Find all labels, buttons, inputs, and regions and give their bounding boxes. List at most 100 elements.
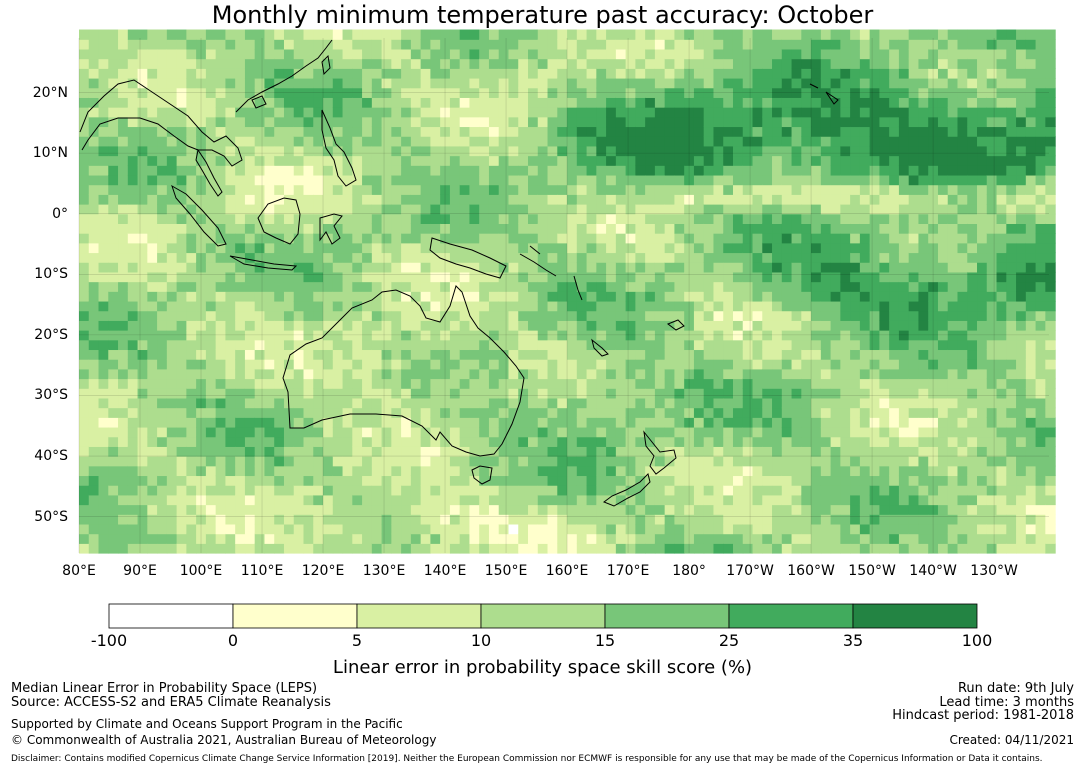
skill-cell xyxy=(840,97,851,108)
skill-cell xyxy=(732,300,744,312)
skill-cell xyxy=(420,368,431,380)
skill-cell xyxy=(664,494,676,506)
skill-cell xyxy=(430,456,441,467)
skill-cell xyxy=(537,155,549,166)
skill-cell xyxy=(586,242,597,254)
skill-cell xyxy=(684,174,695,186)
skill-cell xyxy=(235,368,246,380)
skill-cell xyxy=(859,330,871,341)
skill-cell xyxy=(459,87,471,98)
skill-cell xyxy=(869,29,880,40)
skill-cell xyxy=(781,485,793,496)
skill-cell xyxy=(244,97,256,108)
skill-cell xyxy=(225,174,236,186)
skill-cell xyxy=(654,368,666,380)
skill-cell xyxy=(635,339,646,351)
skill-cell xyxy=(947,126,959,137)
skill-cell xyxy=(723,87,734,98)
skill-cell xyxy=(420,155,431,166)
skill-cell xyxy=(850,543,861,554)
skill-cell xyxy=(186,523,197,535)
skill-cell xyxy=(713,213,724,224)
skill-cell xyxy=(732,436,744,447)
skill-cell xyxy=(108,116,119,128)
skill-cell xyxy=(508,29,519,40)
skill-cell xyxy=(772,126,783,137)
skill-cell xyxy=(762,165,773,176)
skill-cell xyxy=(176,29,187,40)
skill-cell xyxy=(615,465,627,477)
skill-cell xyxy=(967,300,978,312)
skill-cell xyxy=(977,504,988,515)
skill-cell xyxy=(801,417,812,428)
skill-cell xyxy=(313,397,324,409)
skill-cell xyxy=(859,155,871,166)
skill-cell xyxy=(430,165,441,176)
skill-cell xyxy=(430,368,441,380)
skill-cell xyxy=(977,397,988,409)
skill-cell xyxy=(352,397,363,409)
skill-cell xyxy=(762,485,773,496)
skill-cell xyxy=(654,77,666,89)
skill-cell xyxy=(957,223,968,234)
skill-cell xyxy=(440,349,451,360)
skill-cell xyxy=(957,213,968,224)
skill-cell xyxy=(371,417,383,428)
skill-cell xyxy=(693,339,705,351)
skill-cell xyxy=(225,281,236,292)
skill-cell xyxy=(283,29,295,40)
skill-cell xyxy=(508,349,519,360)
skill-cell xyxy=(654,397,666,409)
skill-cell xyxy=(537,475,549,486)
skill-cell xyxy=(488,456,500,467)
skill-cell xyxy=(401,456,412,467)
skill-cell xyxy=(440,97,451,108)
skill-cell xyxy=(762,436,773,447)
skill-cell xyxy=(879,116,890,128)
skill-cell xyxy=(869,77,880,89)
skill-cell xyxy=(635,58,646,69)
skill-cell xyxy=(108,485,119,496)
skill-cell xyxy=(479,233,490,244)
skill-cell xyxy=(371,465,383,477)
skill-cell xyxy=(732,504,744,515)
skill-cell xyxy=(703,368,715,380)
skill-cell xyxy=(176,349,187,360)
skill-cell xyxy=(840,339,851,351)
skill-cell xyxy=(313,271,324,283)
skill-cell xyxy=(225,475,236,486)
skill-cell xyxy=(752,116,763,128)
skill-cell xyxy=(606,155,617,166)
skill-cell xyxy=(918,48,929,60)
skill-cell xyxy=(596,126,607,137)
skill-cell xyxy=(244,397,256,409)
skill-cell xyxy=(576,145,588,157)
skill-cell xyxy=(830,426,841,438)
skill-cell xyxy=(508,48,519,60)
skill-cell xyxy=(186,68,197,79)
skill-cell xyxy=(811,213,822,224)
skill-cell xyxy=(459,494,471,506)
skill-cell xyxy=(752,465,763,477)
skill-cell xyxy=(684,485,695,496)
skill-cell xyxy=(88,39,100,50)
skill-cell xyxy=(928,339,939,351)
skill-cell xyxy=(879,426,890,438)
skill-cell xyxy=(293,300,305,312)
skill-cell xyxy=(254,417,266,428)
skill-cell xyxy=(791,97,802,108)
skill-cell xyxy=(918,504,929,515)
skill-cell xyxy=(635,300,646,312)
skill-cell xyxy=(332,533,344,544)
skill-cell xyxy=(449,97,461,108)
skill-cell xyxy=(430,213,441,224)
skill-cell xyxy=(674,300,685,312)
skill-cell xyxy=(449,136,461,147)
skill-cell xyxy=(410,48,422,60)
skill-cell xyxy=(323,456,334,467)
skill-cell xyxy=(440,87,451,98)
skill-cell xyxy=(313,388,324,399)
skill-cell xyxy=(684,223,695,234)
skill-cell xyxy=(615,446,627,457)
skill-cell xyxy=(820,184,832,195)
